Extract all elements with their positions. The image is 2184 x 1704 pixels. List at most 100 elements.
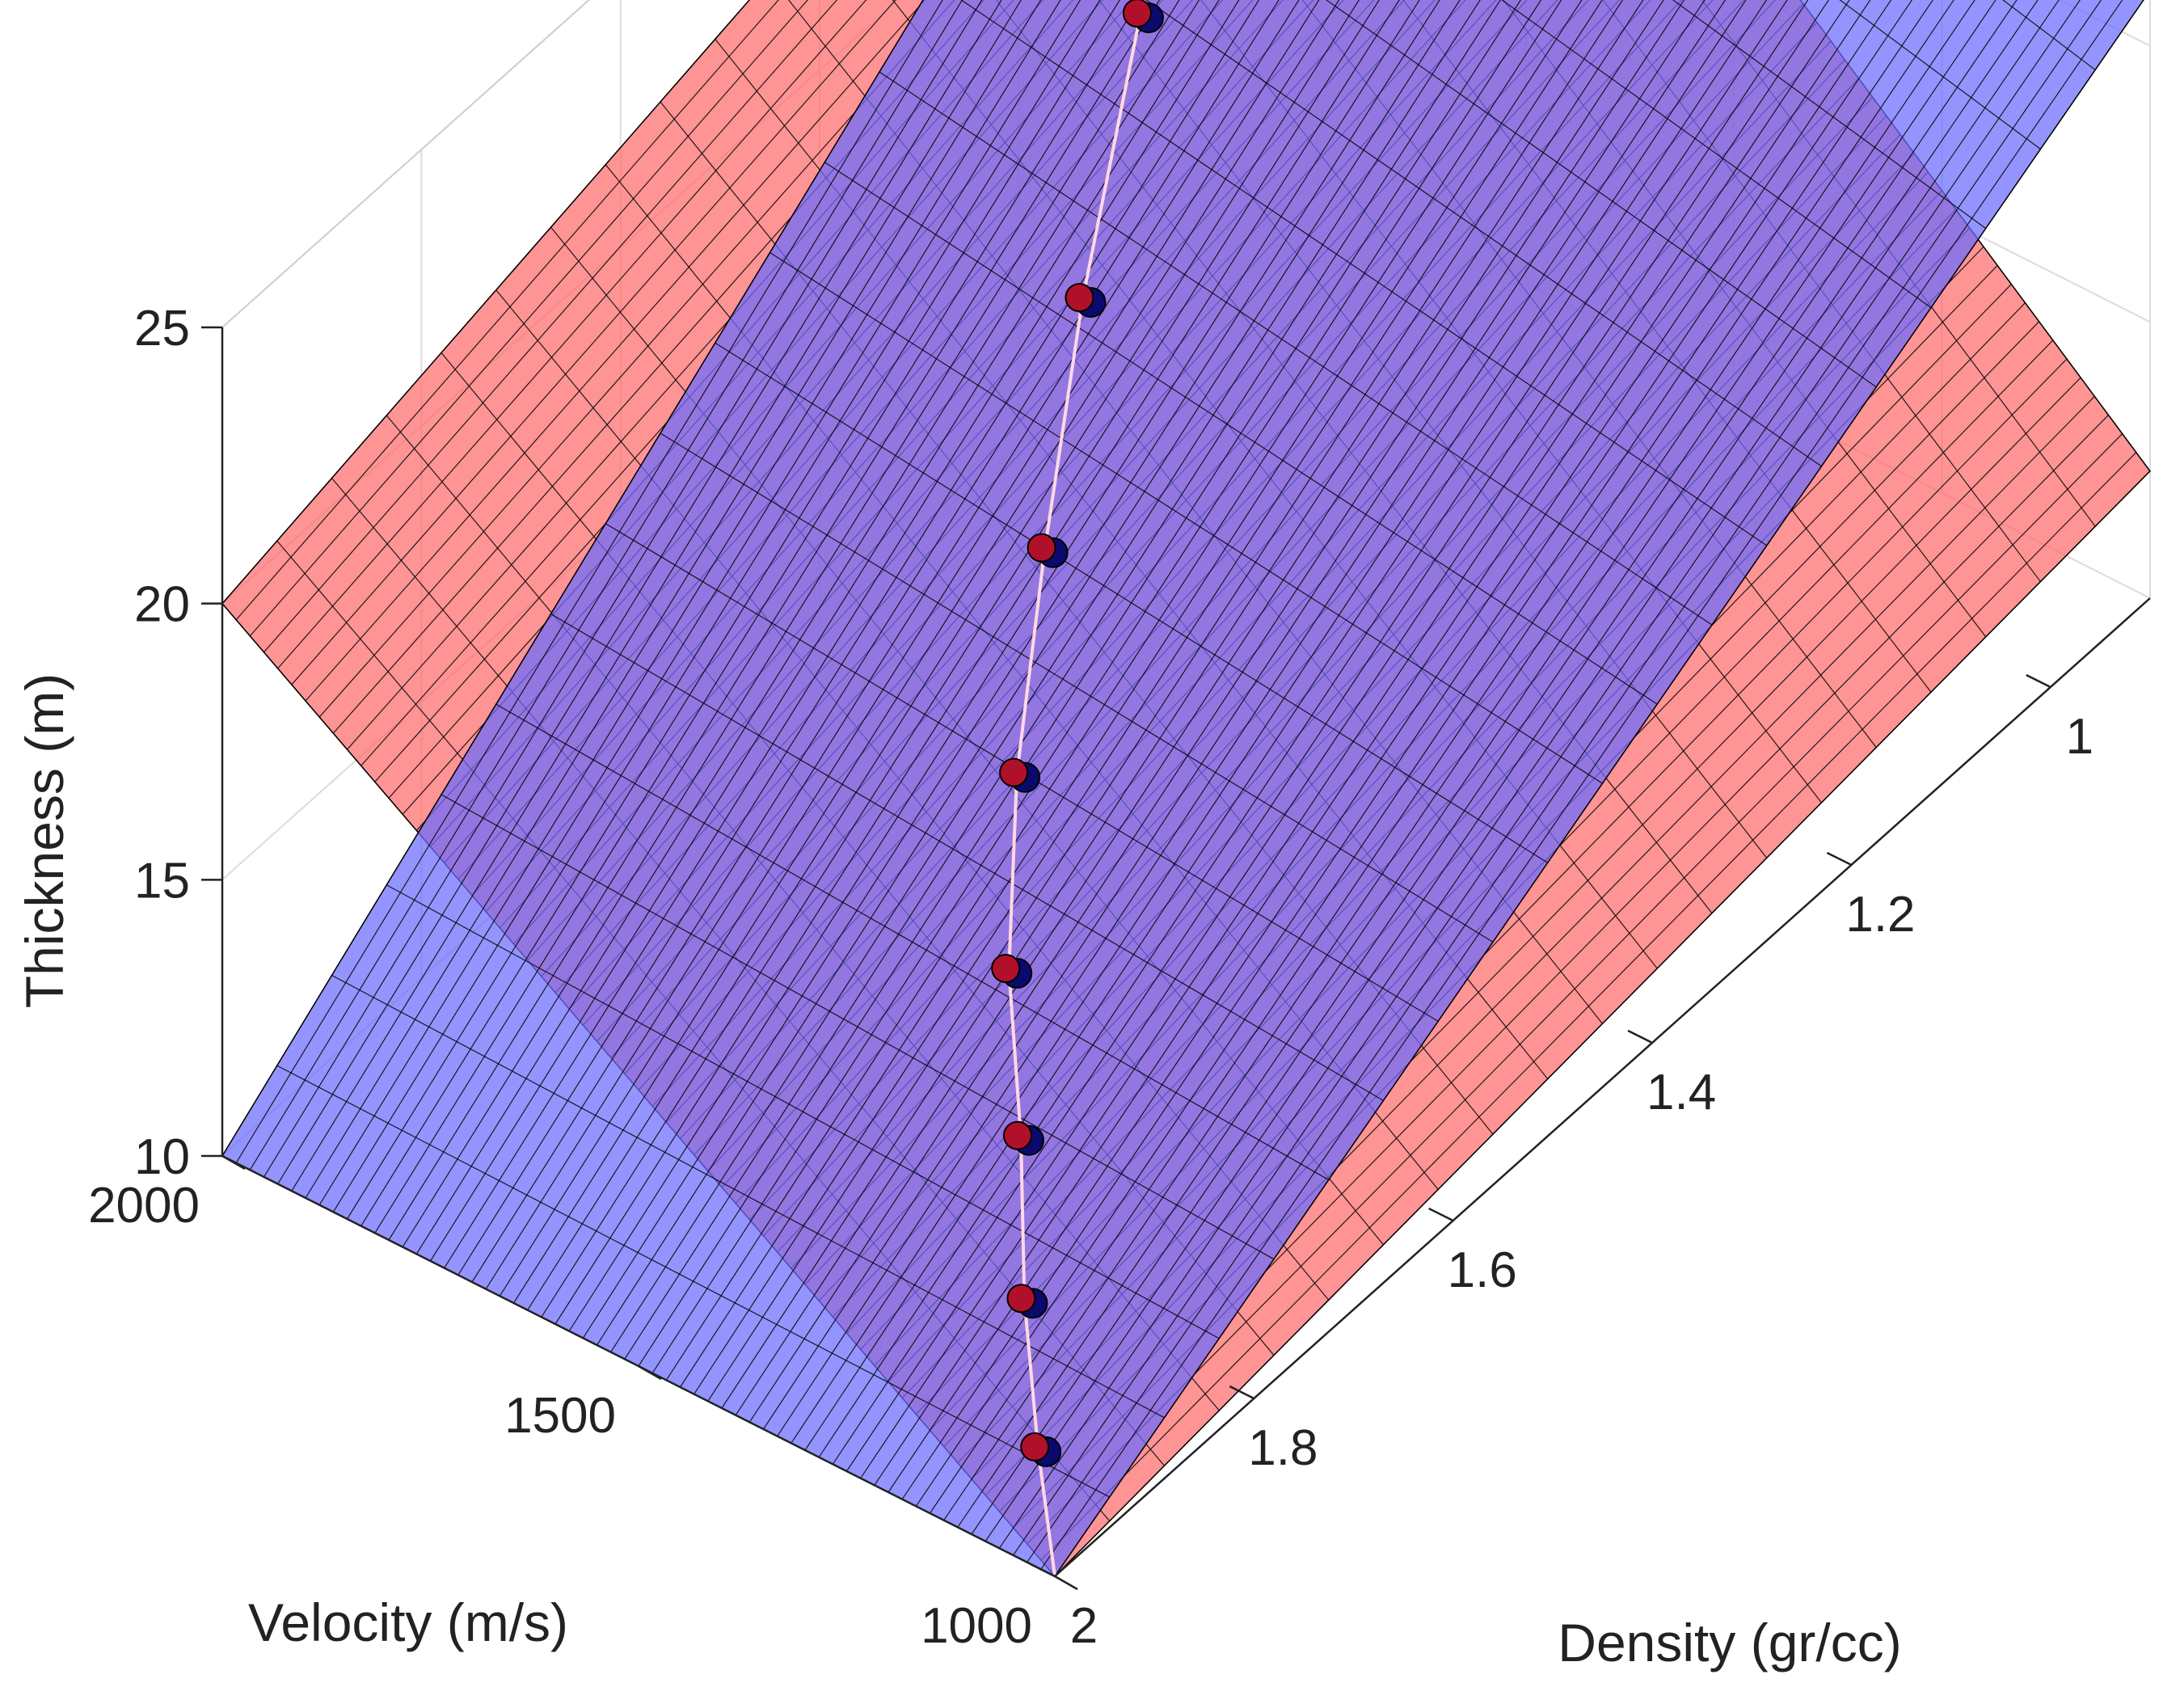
mesh-line [888,0,1892,1493]
z-tick-label: 10 [134,1129,190,1185]
mesh-line [221,0,750,605]
intersection-points [991,0,1164,1577]
mesh-line [374,0,1140,1234]
z-tick-label: 15 [134,853,190,909]
mesh-line [263,0,983,1178]
mesh-line [402,0,1180,1247]
mesh-line [930,0,1954,1514]
intersection-point-red [1002,1120,1032,1150]
mesh-line [915,0,1933,1507]
x-tick [1428,1207,1454,1222]
x-tick-label: 1.8 [1248,1420,1318,1476]
mesh-line [277,0,1002,1184]
mesh-line [388,0,1161,1241]
mesh-line [707,0,1624,1402]
x-tick-label: 1.6 [1448,1242,1517,1298]
x-tick [1826,851,1853,867]
mesh-line [291,0,896,685]
x-tick [2026,673,2051,689]
mesh-line [582,0,1440,1339]
mesh-line [541,0,1380,1318]
mesh-line [305,0,926,702]
y-tick [221,1154,246,1170]
mesh-line [874,0,1871,1486]
mesh-line [665,0,1562,1381]
x-tick [1229,1385,1254,1400]
mesh-line [485,0,1300,1289]
mesh-line [818,0,1788,1457]
intersection-point-red [1122,0,1152,28]
x-axis-line [1054,597,2151,1577]
mesh-line [624,0,1501,1360]
mesh-line [1054,0,2144,1577]
mesh-line [610,0,1481,1352]
mesh-line [332,0,1081,1213]
y-tick-label: 1500 [504,1388,616,1444]
mesh-line [527,0,1360,1310]
y-tick [1054,1575,1078,1591]
mesh-line [444,0,1240,1268]
mesh-line [291,0,1022,1192]
mesh-line [777,0,1727,1436]
y-axis-label: Velocity (m/s) [248,1592,568,1652]
mesh-line [1054,470,2151,1577]
mesh-line [318,0,1061,1205]
mesh-line [499,0,1320,1297]
x-tick [1030,1563,1056,1578]
mesh-line [971,0,2017,1535]
mesh-line [943,0,1975,1521]
mesh-line [832,0,1809,1465]
mesh-line [235,0,943,1163]
intersection-point-red [1006,1284,1036,1314]
mesh-line [791,0,1747,1444]
mesh-line [1013,0,2081,1556]
mesh-line [235,0,779,621]
surface-layer [221,0,2151,1578]
mesh-line [651,0,1542,1373]
mesh-line [264,0,838,653]
mesh-line [429,0,1220,1262]
mesh-line [415,0,1200,1255]
mesh-line [846,0,1830,1472]
x-axis-label: Density (gr/cc) [1558,1613,1901,1672]
z-tick-label: 25 [134,301,190,356]
intersection-point-red [991,954,1021,984]
mesh-line [1027,433,2123,1545]
mesh-line [1027,0,2102,1563]
intersection-curve [1007,0,1146,1577]
mesh-line [748,0,1685,1423]
z-tick-label: 20 [134,577,190,633]
surface-2 [221,0,2144,1577]
mesh-line [554,0,1400,1325]
mesh-line [249,0,808,637]
mesh-line [957,0,1996,1528]
mesh-line [901,0,1913,1500]
mesh-line [804,0,1768,1451]
mesh-line [721,0,1644,1409]
mesh-line [346,0,1101,1220]
mesh-line [249,0,963,1170]
mesh-line [679,0,1583,1388]
grid-line [221,0,591,328]
x-tick-label: 1.4 [1646,1065,1716,1120]
mesh-line [762,0,1705,1430]
mesh-line [860,0,1850,1479]
x-tick-label: 2 [1070,1598,1098,1654]
mesh-line [277,0,867,669]
mesh-line [1040,452,2137,1561]
mesh-line [984,0,2039,1542]
intersection-point-red [999,757,1029,787]
mesh-line [694,0,1603,1394]
mesh-line [221,0,924,1157]
mesh-line [998,0,2060,1549]
mesh-line [1040,0,2123,1570]
z-axis-label: Thickness (m) [15,673,74,1008]
axes-layer: 10 15 20 25 1000 1500 2000 1 1.2 1.4 1.6 1.8 2 [88,301,2151,1654]
mesh-line [360,0,1121,1226]
intersection-point-red [1020,1432,1050,1461]
y-tick-label: 1000 [921,1598,1032,1654]
intersection-point-red [1027,533,1056,563]
mesh-line [568,0,1420,1331]
intersection-point-red [1065,283,1094,313]
